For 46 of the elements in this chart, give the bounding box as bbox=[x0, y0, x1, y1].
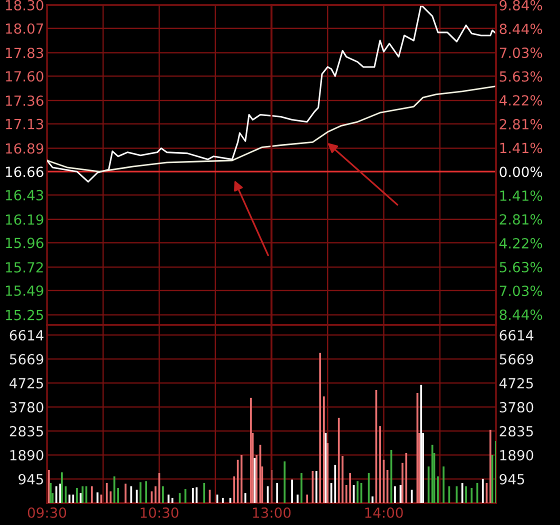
text: 0.00% bbox=[500, 166, 542, 178]
text: 1.41% bbox=[500, 190, 542, 201]
y-tick-label: 15.96 bbox=[6, 238, 44, 248]
text: 4.22% bbox=[499, 238, 542, 249]
text: 7.03% bbox=[500, 48, 542, 58]
y-tick-label: 3780 bbox=[500, 402, 534, 412]
y-tick-label: 6614 bbox=[10, 330, 44, 341]
y-tick-label: 4725 bbox=[10, 378, 44, 388]
y-tick-label: 5669 bbox=[500, 354, 534, 365]
y-tick-label: 16.43 bbox=[6, 190, 44, 200]
text: 5.63% bbox=[500, 262, 542, 272]
text: 8.44% bbox=[500, 24, 542, 34]
x-tick-label: 09:30 bbox=[28, 507, 66, 518]
y-tick-label: 4725 bbox=[499, 378, 533, 388]
y-tick-label: 15.25 bbox=[6, 310, 44, 320]
y-tick-label: 3780 bbox=[10, 402, 44, 412]
y-tick-label: 6614 bbox=[500, 330, 534, 341]
text: 5.63% bbox=[500, 71, 542, 82]
y-tick-label: 17.60 bbox=[6, 71, 44, 82]
y-tick-label: 16.19 bbox=[6, 214, 44, 225]
y-tick-label: 15.49 bbox=[6, 285, 44, 296]
text: 1.41% bbox=[500, 142, 542, 154]
y-tick-label: 945 bbox=[500, 474, 524, 484]
text: 7.03% bbox=[500, 286, 542, 296]
y-tick-label: 17.36 bbox=[6, 95, 44, 106]
text: 8.44% bbox=[500, 309, 542, 320]
text: 9.84% bbox=[500, 0, 542, 10]
x-tick-label: 13:00 bbox=[253, 507, 291, 518]
y-tick-label: 17.83 bbox=[6, 48, 44, 58]
y-tick-label: 18.07 bbox=[6, 23, 44, 34]
y-tick-label: 1890 bbox=[500, 450, 534, 460]
text: 2.81% bbox=[500, 118, 542, 130]
x-tick-label: 10:30 bbox=[140, 507, 178, 518]
y-tick-label: 16.89 bbox=[6, 143, 44, 154]
text: 4.22% bbox=[499, 95, 542, 106]
y-tick-label: 1890 bbox=[10, 450, 44, 460]
y-tick-label: 15.72 bbox=[6, 262, 43, 273]
y-tick-label: 2835 bbox=[500, 426, 533, 436]
y-tick-label: 2835 bbox=[10, 426, 44, 436]
x-tick-label: 14:00 bbox=[365, 507, 403, 518]
y-tick-label: 945 bbox=[18, 474, 44, 484]
y-tick-label: 5669 bbox=[10, 354, 44, 365]
text: 2.81% bbox=[500, 214, 542, 225]
y-tick-label: 18.30 bbox=[6, 0, 44, 10]
y-tick-label: 17.13 bbox=[6, 118, 44, 130]
y-tick-label: 16.66 bbox=[6, 166, 44, 178]
